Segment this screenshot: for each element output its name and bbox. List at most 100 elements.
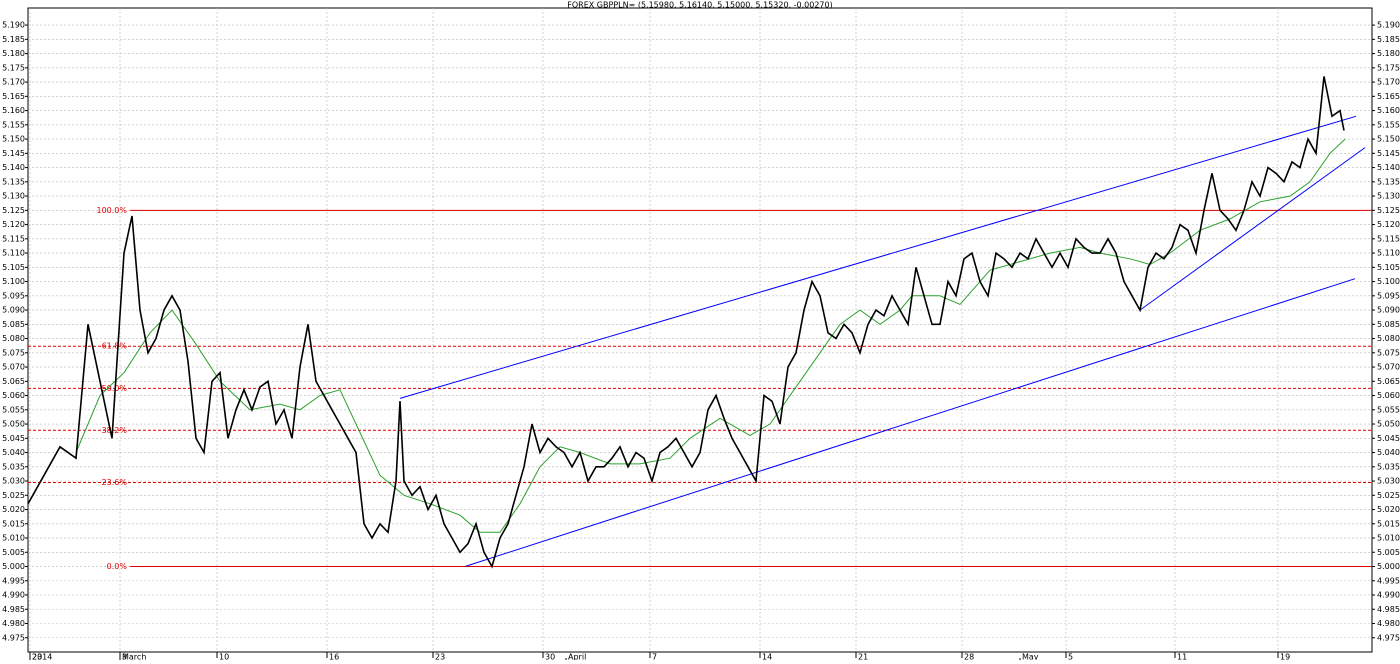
y-tick-label: 5.025: [2, 491, 25, 500]
y-tick-label: 5.160: [1377, 106, 1400, 115]
y-tick-label: 5.190: [1377, 21, 1400, 30]
y-tick-label: 5.145: [2, 149, 25, 158]
y-tick-label: 5.185: [1377, 35, 1400, 44]
month-label: 2014: [32, 653, 52, 661]
y-tick-label: 5.000: [2, 562, 25, 571]
y-tick-label: 5.110: [2, 249, 25, 258]
y-tick-label: 5.070: [1377, 363, 1400, 372]
x-tick-label: 30: [545, 653, 555, 661]
y-tick-label: 4.975: [1377, 633, 1400, 642]
y-tick-label: 5.055: [1377, 405, 1400, 414]
y-tick-label: 5.145: [1377, 149, 1400, 158]
y-tick-label: 5.060: [1377, 391, 1400, 400]
trendline: [1139, 147, 1366, 311]
x-tick-label: 28: [964, 653, 974, 661]
x-tick-label: 11: [1177, 653, 1187, 661]
y-tick-label: 5.110: [1377, 249, 1400, 258]
x-tick-label: 19: [1280, 653, 1290, 661]
y-tick-label: 5.070: [2, 363, 25, 372]
y-tick-label: 5.170: [2, 78, 25, 87]
fib-label: 61.8%: [102, 342, 128, 351]
y-tick-label: 5.090: [1377, 306, 1400, 315]
x-tick-label: 16: [329, 653, 339, 661]
y-tick-label: 4.980: [2, 619, 25, 628]
x-tick-label: 10: [219, 653, 229, 661]
y-tick-label: 5.125: [1377, 206, 1400, 215]
fib-label: 23.6%: [102, 478, 128, 487]
plot-frame: [27, 7, 1373, 653]
x-tick-label: 5: [1068, 653, 1073, 661]
y-tick-label: 4.975: [2, 633, 25, 642]
y-tick-label: 5.045: [2, 434, 25, 443]
y-tick-label: 5.040: [1377, 448, 1400, 457]
y-tick-label: 5.135: [1377, 177, 1400, 186]
price-line: [27, 76, 1345, 569]
y-tick-label: 5.160: [2, 106, 25, 115]
y-tick-label: 5.115: [1377, 234, 1400, 243]
y-tick-label: 5.030: [1377, 477, 1400, 486]
y-tick-label: 5.095: [2, 291, 25, 300]
y-tick-label: 5.015: [1377, 519, 1400, 528]
y-tick-label: 5.040: [2, 448, 25, 457]
fib-label: 38.2%: [102, 426, 128, 435]
y-tick-label: 5.025: [1377, 491, 1400, 500]
fib-label: 0.0%: [107, 562, 128, 571]
y-tick-label: 5.065: [1377, 377, 1400, 386]
y-tick-label: 5.075: [1377, 348, 1400, 357]
fib-label: 100.0%: [96, 206, 127, 215]
y-tick-label: 5.010: [2, 534, 25, 543]
x-tick-label: 7: [652, 653, 657, 661]
trendline: [464, 278, 1356, 567]
y-tick-label: 5.140: [1377, 163, 1400, 172]
y-tick-label: 5.090: [2, 306, 25, 315]
y-tick-label: 5.155: [1377, 120, 1400, 129]
y-tick-label: 4.985: [1377, 605, 1400, 614]
y-tick-label: 5.020: [1377, 505, 1400, 514]
y-tick-label: 5.005: [1377, 548, 1400, 557]
y-tick-label: 5.080: [1377, 334, 1400, 343]
y-tick-label: 5.130: [1377, 192, 1400, 201]
y-tick-label: 5.105: [2, 263, 25, 272]
y-tick-label: 4.990: [1377, 591, 1400, 600]
y-tick-label: 5.185: [2, 35, 25, 44]
y-tick-label: 5.140: [2, 163, 25, 172]
y-tick-label: 5.060: [2, 391, 25, 400]
y-tick-label: 5.165: [1377, 92, 1400, 101]
x-tick-label: 21: [858, 653, 868, 661]
y-tick-label: 5.050: [1377, 420, 1400, 429]
x-tick-label: 23: [32, 653, 42, 661]
y-tick-label: 5.085: [2, 320, 25, 329]
month-label: May: [1022, 653, 1039, 661]
y-tick-label: 5.015: [2, 519, 25, 528]
y-tick-label: 4.980: [1377, 619, 1400, 628]
y-tick-label: 5.165: [2, 92, 25, 101]
trendline: [399, 115, 1357, 399]
y-tick-label: 5.120: [1377, 220, 1400, 229]
y-tick-label: 5.100: [1377, 277, 1400, 286]
x-tick-label: 3: [122, 653, 127, 661]
y-tick-label: 5.010: [1377, 534, 1400, 543]
y-tick-label: 5.180: [1377, 49, 1400, 58]
y-tick-label: 4.985: [2, 605, 25, 614]
y-tick-label: 5.020: [2, 505, 25, 514]
month-label: April: [568, 653, 586, 661]
x-tick-label: 23: [435, 653, 445, 661]
y-tick-label: 5.030: [2, 477, 25, 486]
y-tick-label: 5.115: [2, 234, 25, 243]
y-tick-label: 5.125: [2, 206, 25, 215]
y-tick-label: 5.135: [2, 177, 25, 186]
y-tick-label: 5.170: [1377, 78, 1400, 87]
y-tick-label: 5.180: [2, 49, 25, 58]
y-tick-label: 4.995: [1377, 576, 1400, 585]
y-tick-label: 5.080: [2, 334, 25, 343]
y-tick-label: 5.065: [2, 377, 25, 386]
y-tick-label: 5.190: [2, 21, 25, 30]
y-tick-label: 5.175: [1377, 63, 1400, 72]
y-tick-label: 5.085: [1377, 320, 1400, 329]
y-tick-label: 5.000: [1377, 562, 1400, 571]
y-tick-label: 5.045: [1377, 434, 1400, 443]
y-tick-label: 5.005: [2, 548, 25, 557]
y-tick-label: 5.120: [2, 220, 25, 229]
y-tick-label: 5.150: [2, 135, 25, 144]
